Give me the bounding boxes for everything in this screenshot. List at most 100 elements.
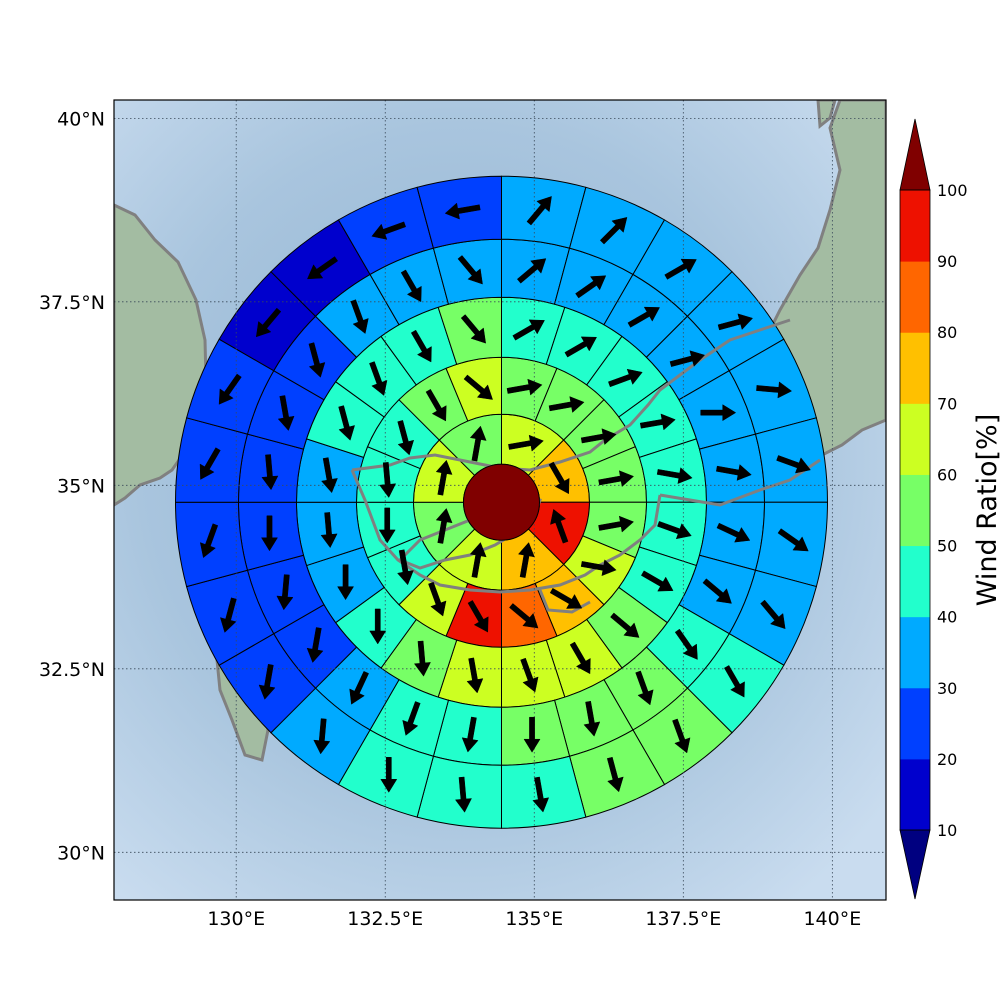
y-tick-label: 32.5°N	[39, 659, 105, 681]
wind-arrow	[379, 462, 396, 498]
wind-arrow	[313, 718, 330, 755]
wind-arrow	[575, 275, 607, 299]
x-tick-label: 137.5°E	[645, 908, 721, 930]
wind-arrow	[518, 542, 535, 578]
wind-arrow	[641, 570, 674, 592]
colorbar-tick-label: 80	[937, 323, 957, 342]
wind-arrow-shape	[379, 462, 396, 498]
wind-arrow-shape	[397, 549, 414, 585]
wind-arrow-shape	[411, 330, 432, 363]
wind-arrow	[526, 196, 552, 226]
colorbar-tick-label: 90	[937, 252, 957, 271]
wind-arrow-shape	[607, 756, 624, 792]
wind-arrow-shape	[512, 319, 545, 341]
wind-arrow-shape	[445, 202, 481, 220]
wind-arrow-shape	[700, 404, 736, 421]
wind-arrow-shape	[550, 509, 569, 544]
wind-arrow	[350, 299, 369, 334]
wind-arrow	[600, 217, 628, 245]
wind-arrow	[369, 608, 386, 645]
wind-arrow-shape	[777, 528, 809, 552]
wind-arrow-shape	[760, 599, 786, 629]
wind-arrow	[411, 330, 432, 363]
wind-arrow-shape	[580, 559, 617, 576]
wind-arrow	[756, 381, 792, 399]
wind-arrow-shape	[463, 374, 493, 400]
wind-arrow-shape	[320, 512, 338, 548]
wind-arrow	[321, 457, 338, 493]
wind-arrow	[220, 597, 237, 633]
wind-arrow	[506, 378, 543, 396]
y-tick-label: 35°N	[57, 475, 105, 497]
wind-arrow	[218, 373, 242, 405]
wind-arrow-shape	[656, 467, 693, 484]
wind-arrow-shape	[200, 523, 219, 558]
wind-arrow	[564, 336, 597, 358]
wind-arrow-shape	[776, 455, 811, 474]
wind-arrow-shape	[702, 578, 732, 604]
wind-arrow	[776, 455, 811, 474]
wind-arrow-shape	[371, 221, 406, 240]
colorbar-band	[900, 474, 930, 547]
wind-arrow-shape	[608, 368, 643, 387]
wind-arrow-shape	[641, 570, 674, 592]
wind-arrow	[580, 559, 617, 576]
colorbar: 10 20 30 40 50 60 70 80 90 100	[899, 118, 968, 900]
wind-arrow-shape	[669, 350, 705, 367]
wind-arrow	[378, 507, 396, 544]
x-tick-label: 130°E	[207, 908, 265, 930]
wind-arrow	[306, 627, 324, 663]
x-tick-label: 140°E	[803, 908, 861, 930]
wind-arrow	[724, 665, 745, 698]
colorbar-band	[900, 332, 930, 404]
wind-arrow-shape	[428, 581, 447, 617]
wind-arrow	[777, 528, 809, 552]
wind-arrow	[657, 521, 692, 540]
wind-arrow	[669, 350, 705, 367]
colorbar-outline	[899, 189, 931, 831]
wind-arrow-shape	[425, 389, 447, 422]
colorbar-tick-label: 60	[937, 465, 957, 484]
colorbar-tick-label: 70	[937, 394, 957, 413]
wind-arrow-shape	[639, 413, 676, 431]
wind-arrow	[608, 368, 643, 387]
wind-arrow-shape	[600, 217, 628, 245]
wind-arrow-shape	[313, 718, 330, 755]
wind-arrow	[436, 460, 453, 496]
wind-arrow	[656, 467, 693, 484]
wind-arrow-shape	[467, 600, 489, 633]
wind-arrow-shape	[575, 275, 607, 299]
wind-arrow	[520, 657, 539, 693]
wind-arrows	[199, 196, 811, 813]
colorbar-band	[900, 758, 930, 831]
wind-arrow	[664, 258, 697, 280]
wind-arrow	[461, 716, 479, 753]
colorbar-tick-label: 40	[937, 608, 957, 627]
wind-arrow	[320, 512, 338, 548]
wind-arrow-shape	[548, 396, 585, 413]
wind-arrow-shape	[220, 597, 237, 633]
wind-arrow	[445, 202, 481, 220]
wind-arrow-shape	[569, 641, 591, 674]
wind-arrow	[569, 641, 591, 674]
wind-arrow	[308, 342, 326, 378]
wind-arrow	[598, 470, 634, 487]
wind-arrow-shape	[337, 564, 354, 600]
wind-arrow	[261, 454, 279, 490]
wind-arrow-shape	[414, 640, 431, 677]
wind-arrow	[760, 599, 786, 629]
colorbar-label: Wind Ratio[%]	[972, 414, 1000, 606]
wind-arrow-shape	[532, 776, 549, 813]
wind-arrow	[457, 255, 483, 285]
wind-arrow	[598, 515, 634, 533]
wind-arrow-shape	[508, 435, 544, 452]
wind-arrow-shape	[258, 664, 276, 700]
x-axis-ticks: 130°E 132.5°E 135°E 137.5°E 140°E	[207, 908, 861, 930]
wind-arrow	[607, 756, 624, 792]
wind-arrow-shape	[460, 314, 486, 344]
wind-arrow-shape	[338, 405, 355, 441]
wind-arrow-shape	[276, 574, 294, 610]
wind-arrow	[717, 313, 753, 331]
wind-arrow	[635, 670, 654, 706]
wind-arrow	[716, 464, 752, 481]
